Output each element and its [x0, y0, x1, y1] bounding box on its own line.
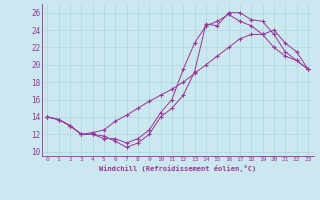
- X-axis label: Windchill (Refroidissement éolien,°C): Windchill (Refroidissement éolien,°C): [99, 165, 256, 172]
